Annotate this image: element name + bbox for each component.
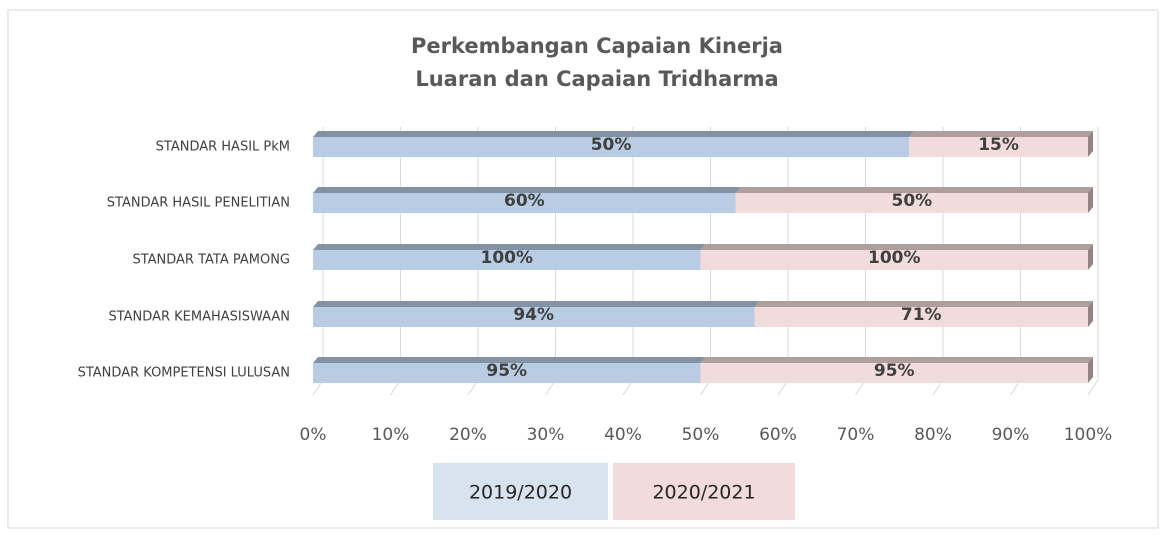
bar-top bbox=[313, 187, 741, 193]
bar bbox=[313, 193, 736, 213]
bar-side bbox=[1088, 244, 1093, 270]
grid-line bbox=[1087, 127, 1099, 396]
bar bbox=[313, 250, 701, 270]
category-label: STANDAR KEMAHASISWAAN bbox=[108, 310, 290, 325]
data-label: 50% bbox=[892, 191, 933, 211]
data-label: 94% bbox=[513, 305, 554, 325]
x-tick-label: 90% bbox=[992, 425, 1030, 445]
bar-top bbox=[313, 301, 760, 307]
data-label: 100% bbox=[868, 248, 921, 268]
chart-title: Perkembangan Capaian Kinerja bbox=[411, 34, 783, 58]
bar bbox=[735, 193, 1088, 213]
legend-label: 2019/2020 bbox=[469, 482, 572, 504]
bar-top bbox=[313, 357, 706, 363]
data-label: 95% bbox=[874, 361, 915, 381]
category-label: STANDAR HASIL PkM bbox=[156, 140, 290, 155]
bar-top bbox=[313, 131, 915, 137]
bar bbox=[754, 307, 1088, 327]
bar-side bbox=[1088, 187, 1093, 213]
bar-top bbox=[700, 357, 1093, 363]
bar-top bbox=[909, 131, 1093, 137]
x-tick-label: 80% bbox=[914, 425, 952, 445]
chart-title: Luaran dan Capaian Tridharma bbox=[415, 67, 778, 91]
x-tick-label: 100% bbox=[1064, 425, 1113, 445]
data-label: 50% bbox=[591, 135, 632, 155]
bar-top bbox=[735, 187, 1093, 193]
x-tick-label: 10% bbox=[372, 425, 410, 445]
legend-swatch bbox=[433, 463, 608, 520]
bar bbox=[313, 307, 755, 327]
category-label: STANDAR HASIL PENELITIAN bbox=[107, 196, 290, 211]
data-label: 71% bbox=[901, 305, 942, 325]
x-tick-label: 40% bbox=[604, 425, 642, 445]
bar-top bbox=[313, 244, 706, 250]
bar-side bbox=[1088, 357, 1093, 383]
bar bbox=[909, 137, 1088, 157]
bar-side bbox=[1088, 301, 1093, 327]
bar-side bbox=[1088, 131, 1093, 157]
legend-swatch bbox=[613, 463, 795, 520]
data-label: 60% bbox=[504, 191, 545, 211]
category-label: STANDAR TATA PAMONG bbox=[132, 253, 290, 268]
x-tick-label: 60% bbox=[759, 425, 797, 445]
bar-top bbox=[700, 244, 1093, 250]
x-tick-label: 0% bbox=[300, 425, 327, 445]
category-label: STANDAR KOMPETENSI LULUSAN bbox=[78, 366, 290, 381]
bar bbox=[700, 363, 1088, 383]
data-label: 15% bbox=[978, 135, 1019, 155]
x-tick-label: 20% bbox=[449, 425, 487, 445]
bar bbox=[313, 363, 701, 383]
bar bbox=[700, 250, 1088, 270]
bar bbox=[313, 137, 910, 157]
data-label: 100% bbox=[480, 248, 533, 268]
x-tick-label: 30% bbox=[527, 425, 565, 445]
bar-top bbox=[754, 301, 1093, 307]
data-label: 95% bbox=[486, 361, 527, 381]
x-tick-label: 50% bbox=[682, 425, 720, 445]
x-tick-label: 70% bbox=[837, 425, 875, 445]
legend-label: 2020/2021 bbox=[652, 482, 755, 504]
